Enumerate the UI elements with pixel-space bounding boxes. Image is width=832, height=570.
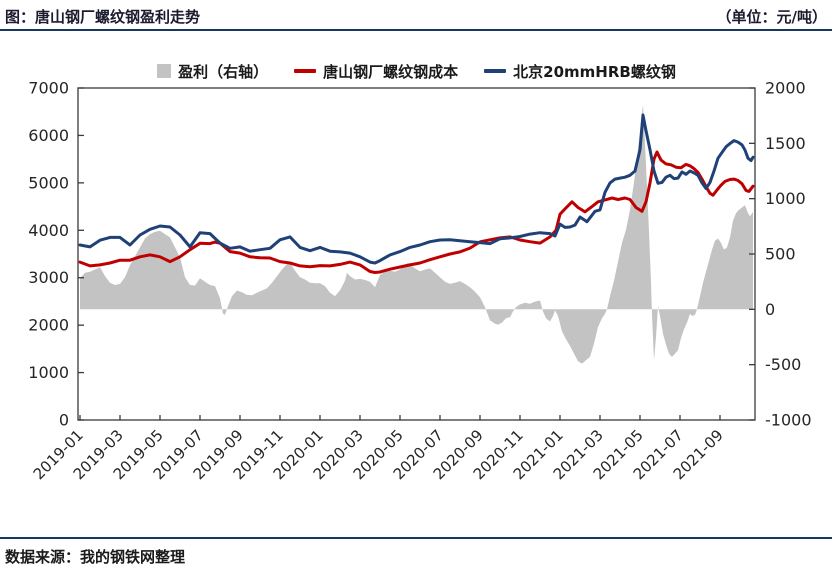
y-right-tick-label: 2000	[765, 79, 806, 98]
y-right-tick-label: 1000	[765, 189, 806, 208]
header-divider	[0, 29, 832, 31]
legend-label-price: 北京20mmHRB螺纹钢	[513, 62, 676, 81]
y-left-tick-label: 1000	[28, 363, 69, 382]
cost-line-swatch-icon	[294, 69, 317, 73]
footer-divider	[0, 537, 832, 539]
y-left-tick-label: 0	[59, 411, 69, 430]
legend-item-profit: 盈利（右轴）	[157, 61, 268, 82]
y-left-tick-label: 2000	[28, 316, 69, 335]
cost-line-series	[78, 150, 755, 274]
profit-area-swatch-icon	[157, 64, 172, 78]
data-source: 数据来源：我的钢铁网整理	[5, 548, 186, 566]
unit-label: （单位：元/吨）	[716, 8, 827, 26]
y-left-tick-label: 3000	[28, 268, 69, 287]
y-right-tick-label: -1000	[765, 411, 812, 430]
chart-legend: 盈利（右轴） 唐山钢厂螺纹钢成本 北京20mmHRB螺纹钢	[78, 58, 755, 84]
y-left-tick-label: 7000	[28, 79, 69, 98]
price-line-swatch-icon	[484, 69, 507, 73]
legend-label-cost: 唐山钢厂螺纹钢成本	[323, 62, 459, 81]
y-right-tick-label: 1500	[765, 134, 806, 153]
y-right-tick-label: -500	[765, 355, 801, 374]
y-left-tick-label: 6000	[28, 126, 69, 145]
y-right-tick-label: 0	[765, 300, 775, 319]
y-left-tick-label: 4000	[28, 221, 69, 240]
profit-area-series	[80, 104, 753, 364]
legend-label-profit: 盈利（右轴）	[178, 62, 269, 81]
legend-item-price: 北京20mmHRB螺纹钢	[484, 61, 676, 82]
page-title: 图：唐山钢厂螺纹钢盈利走势	[5, 8, 201, 26]
plot-frame	[77, 87, 756, 421]
y-right-tick-label: 500	[765, 245, 796, 264]
y-left-tick-label: 5000	[28, 173, 69, 192]
price-line-series	[78, 113, 755, 265]
legend-item-cost: 唐山钢厂螺纹钢成本	[294, 61, 458, 82]
